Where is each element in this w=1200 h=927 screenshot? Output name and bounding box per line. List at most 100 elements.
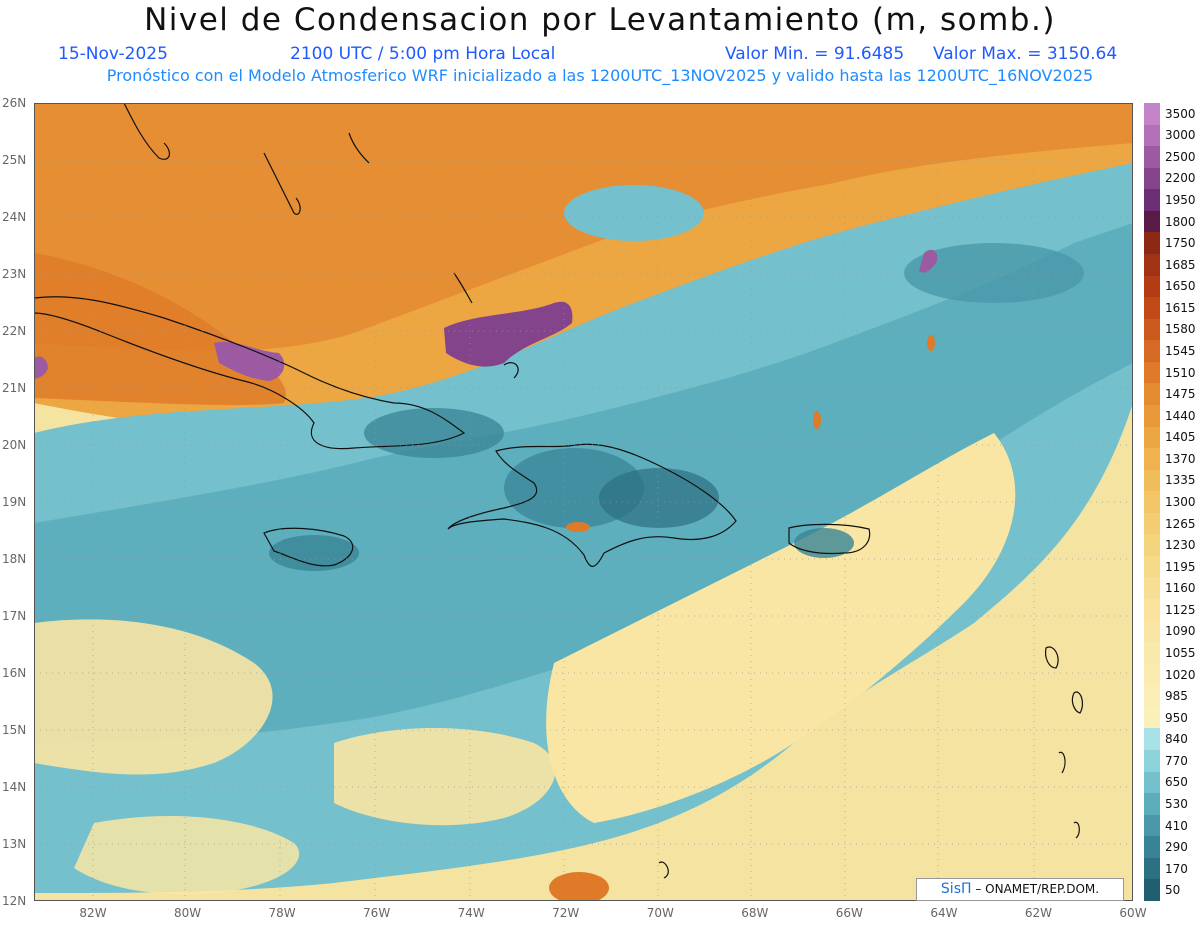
latitude-label: 21N: [2, 381, 27, 395]
colorbar-swatch: [1144, 448, 1160, 471]
colorbar-swatch: [1144, 275, 1160, 298]
colorbar-level-label: 1510: [1165, 365, 1196, 380]
colorbar-swatch: [1144, 210, 1160, 233]
credit-box: SisΠ – ONAMET/REP.DOM.: [916, 878, 1124, 901]
longitude-label: 62W: [1024, 906, 1053, 920]
colorbar-level-label: 840: [1165, 732, 1188, 747]
colorbar-swatch: [1144, 663, 1160, 686]
colorbar-swatch: [1144, 318, 1160, 341]
latitude-label: 17N: [2, 609, 27, 623]
colorbar-swatch: [1144, 512, 1160, 535]
colorbar-swatch: [1144, 685, 1160, 708]
latitude-label: 12N: [2, 894, 27, 908]
longitude-label: 64W: [930, 906, 958, 920]
credit-text: – ONAMET/REP.DOM.: [971, 882, 1100, 896]
colorbar-swatch: [1144, 383, 1160, 406]
colorbar-level-label: 410: [1165, 818, 1188, 833]
colorbar-swatch: [1144, 814, 1160, 837]
colorbar-swatch: [1144, 599, 1160, 622]
colorbar-level-label: 1335: [1165, 473, 1196, 488]
colorbar-swatch: [1144, 534, 1160, 557]
colorbar-swatch: [1144, 253, 1160, 277]
colorbar-swatch: [1144, 232, 1160, 255]
colorbar-level-label: 1650: [1165, 279, 1196, 294]
longitude-label: 74W: [457, 906, 485, 920]
longitude-label: 70W: [646, 906, 674, 920]
colorbar-level-label: 1020: [1165, 667, 1196, 682]
colorbar-level-label: 1580: [1165, 322, 1196, 337]
latitude-label: 25N: [2, 153, 27, 167]
colorbar-level-label: 2200: [1165, 171, 1196, 186]
colorbar-swatch: [1144, 620, 1160, 643]
colorbar-swatch: [1144, 404, 1160, 427]
lcl-map: [34, 103, 1133, 901]
longitude-label: 82W: [79, 906, 107, 920]
colorbar-swatch: [1144, 491, 1160, 514]
colorbar-level-label: 2500: [1165, 149, 1196, 164]
longitude-label: 78W: [268, 906, 296, 920]
longitude-label: 66W: [835, 906, 863, 920]
map-title: Nivel de Condensacion por Levantamiento …: [144, 2, 1056, 38]
colorbar-swatch: [1144, 189, 1160, 212]
colorbar-level-label: 1475: [1165, 387, 1196, 402]
colorbar-swatch: [1144, 750, 1160, 773]
colorbar-level-label: 1160: [1165, 581, 1196, 596]
latitude-label: 23N: [2, 267, 27, 281]
min-value: Valor Min. = 91.6485: [725, 44, 905, 64]
lcl-map-canvas: [34, 103, 1133, 901]
colorbar-swatch: [1144, 340, 1160, 363]
longitude-label: 60W: [1119, 906, 1147, 920]
longitude-label: 72W: [552, 906, 580, 920]
colorbar-level-label: 1265: [1165, 516, 1196, 531]
colorbar-swatch: [1144, 361, 1160, 384]
colorbar-level-label: 290: [1165, 840, 1188, 855]
longitude-label: 68W: [741, 906, 769, 920]
coastlines: [34, 103, 1084, 879]
colorbar-level-label: 1230: [1165, 538, 1196, 553]
latitude-label: 19N: [2, 495, 27, 509]
colorbar-swatch: [1144, 728, 1160, 751]
forecast-time: 2100 UTC / 5:00 pm Hora Local: [290, 44, 556, 64]
colorbar-swatch: [1144, 146, 1160, 169]
colorbar-swatch: [1144, 103, 1160, 126]
forecast-date: 15-Nov-2025: [58, 44, 168, 64]
colorbar-swatch: [1144, 426, 1160, 449]
colorbar-swatch: [1144, 124, 1160, 147]
colorbar-swatch: [1144, 167, 1160, 190]
colorbar-level-label: 1405: [1165, 430, 1196, 445]
colorbar: [1144, 103, 1160, 902]
colorbar-level-label: 1370: [1165, 451, 1196, 466]
latitude-label: 14N: [2, 780, 27, 794]
latitude-label: 15N: [2, 723, 27, 737]
colorbar-level-label: 1090: [1165, 624, 1196, 639]
colorbar-level-label: 170: [1165, 861, 1188, 876]
colorbar-swatch: [1144, 642, 1160, 665]
graticule: [34, 103, 1133, 901]
colorbar-level-label: 950: [1165, 710, 1188, 725]
colorbar-swatch: [1144, 857, 1160, 880]
latitude-label: 22N: [2, 324, 27, 338]
colorbar-level-label: 1685: [1165, 257, 1196, 272]
colorbar-swatch: [1144, 555, 1160, 578]
latitude-label: 16N: [2, 666, 27, 680]
lcl-shading: [34, 103, 1133, 901]
colorbar-level-label: 1055: [1165, 645, 1196, 660]
colorbar-level-label: 530: [1165, 796, 1188, 811]
longitude-label: 80W: [173, 906, 202, 920]
colorbar-swatch: [1144, 297, 1160, 320]
longitude-label: 76W: [363, 906, 391, 920]
latitude-label: 26N: [2, 96, 27, 110]
colorbar-swatch: [1144, 469, 1160, 492]
latitude-label: 24N: [2, 210, 27, 224]
colorbar-level-label: 770: [1165, 753, 1188, 768]
colorbar-swatch: [1144, 577, 1160, 600]
colorbar-level-label: 1195: [1165, 559, 1196, 574]
colorbar-level-label: 1300: [1165, 495, 1196, 509]
colorbar-level-label: 1950: [1165, 193, 1196, 208]
colorbar-swatch: [1144, 879, 1160, 902]
colorbar-swatch: [1144, 793, 1160, 816]
colorbar-level-label: 1800: [1165, 214, 1196, 229]
colorbar-level-label: 1125: [1165, 602, 1196, 617]
latitude-label: 20N: [2, 438, 27, 452]
colorbar-level-label: 3500: [1165, 106, 1196, 121]
